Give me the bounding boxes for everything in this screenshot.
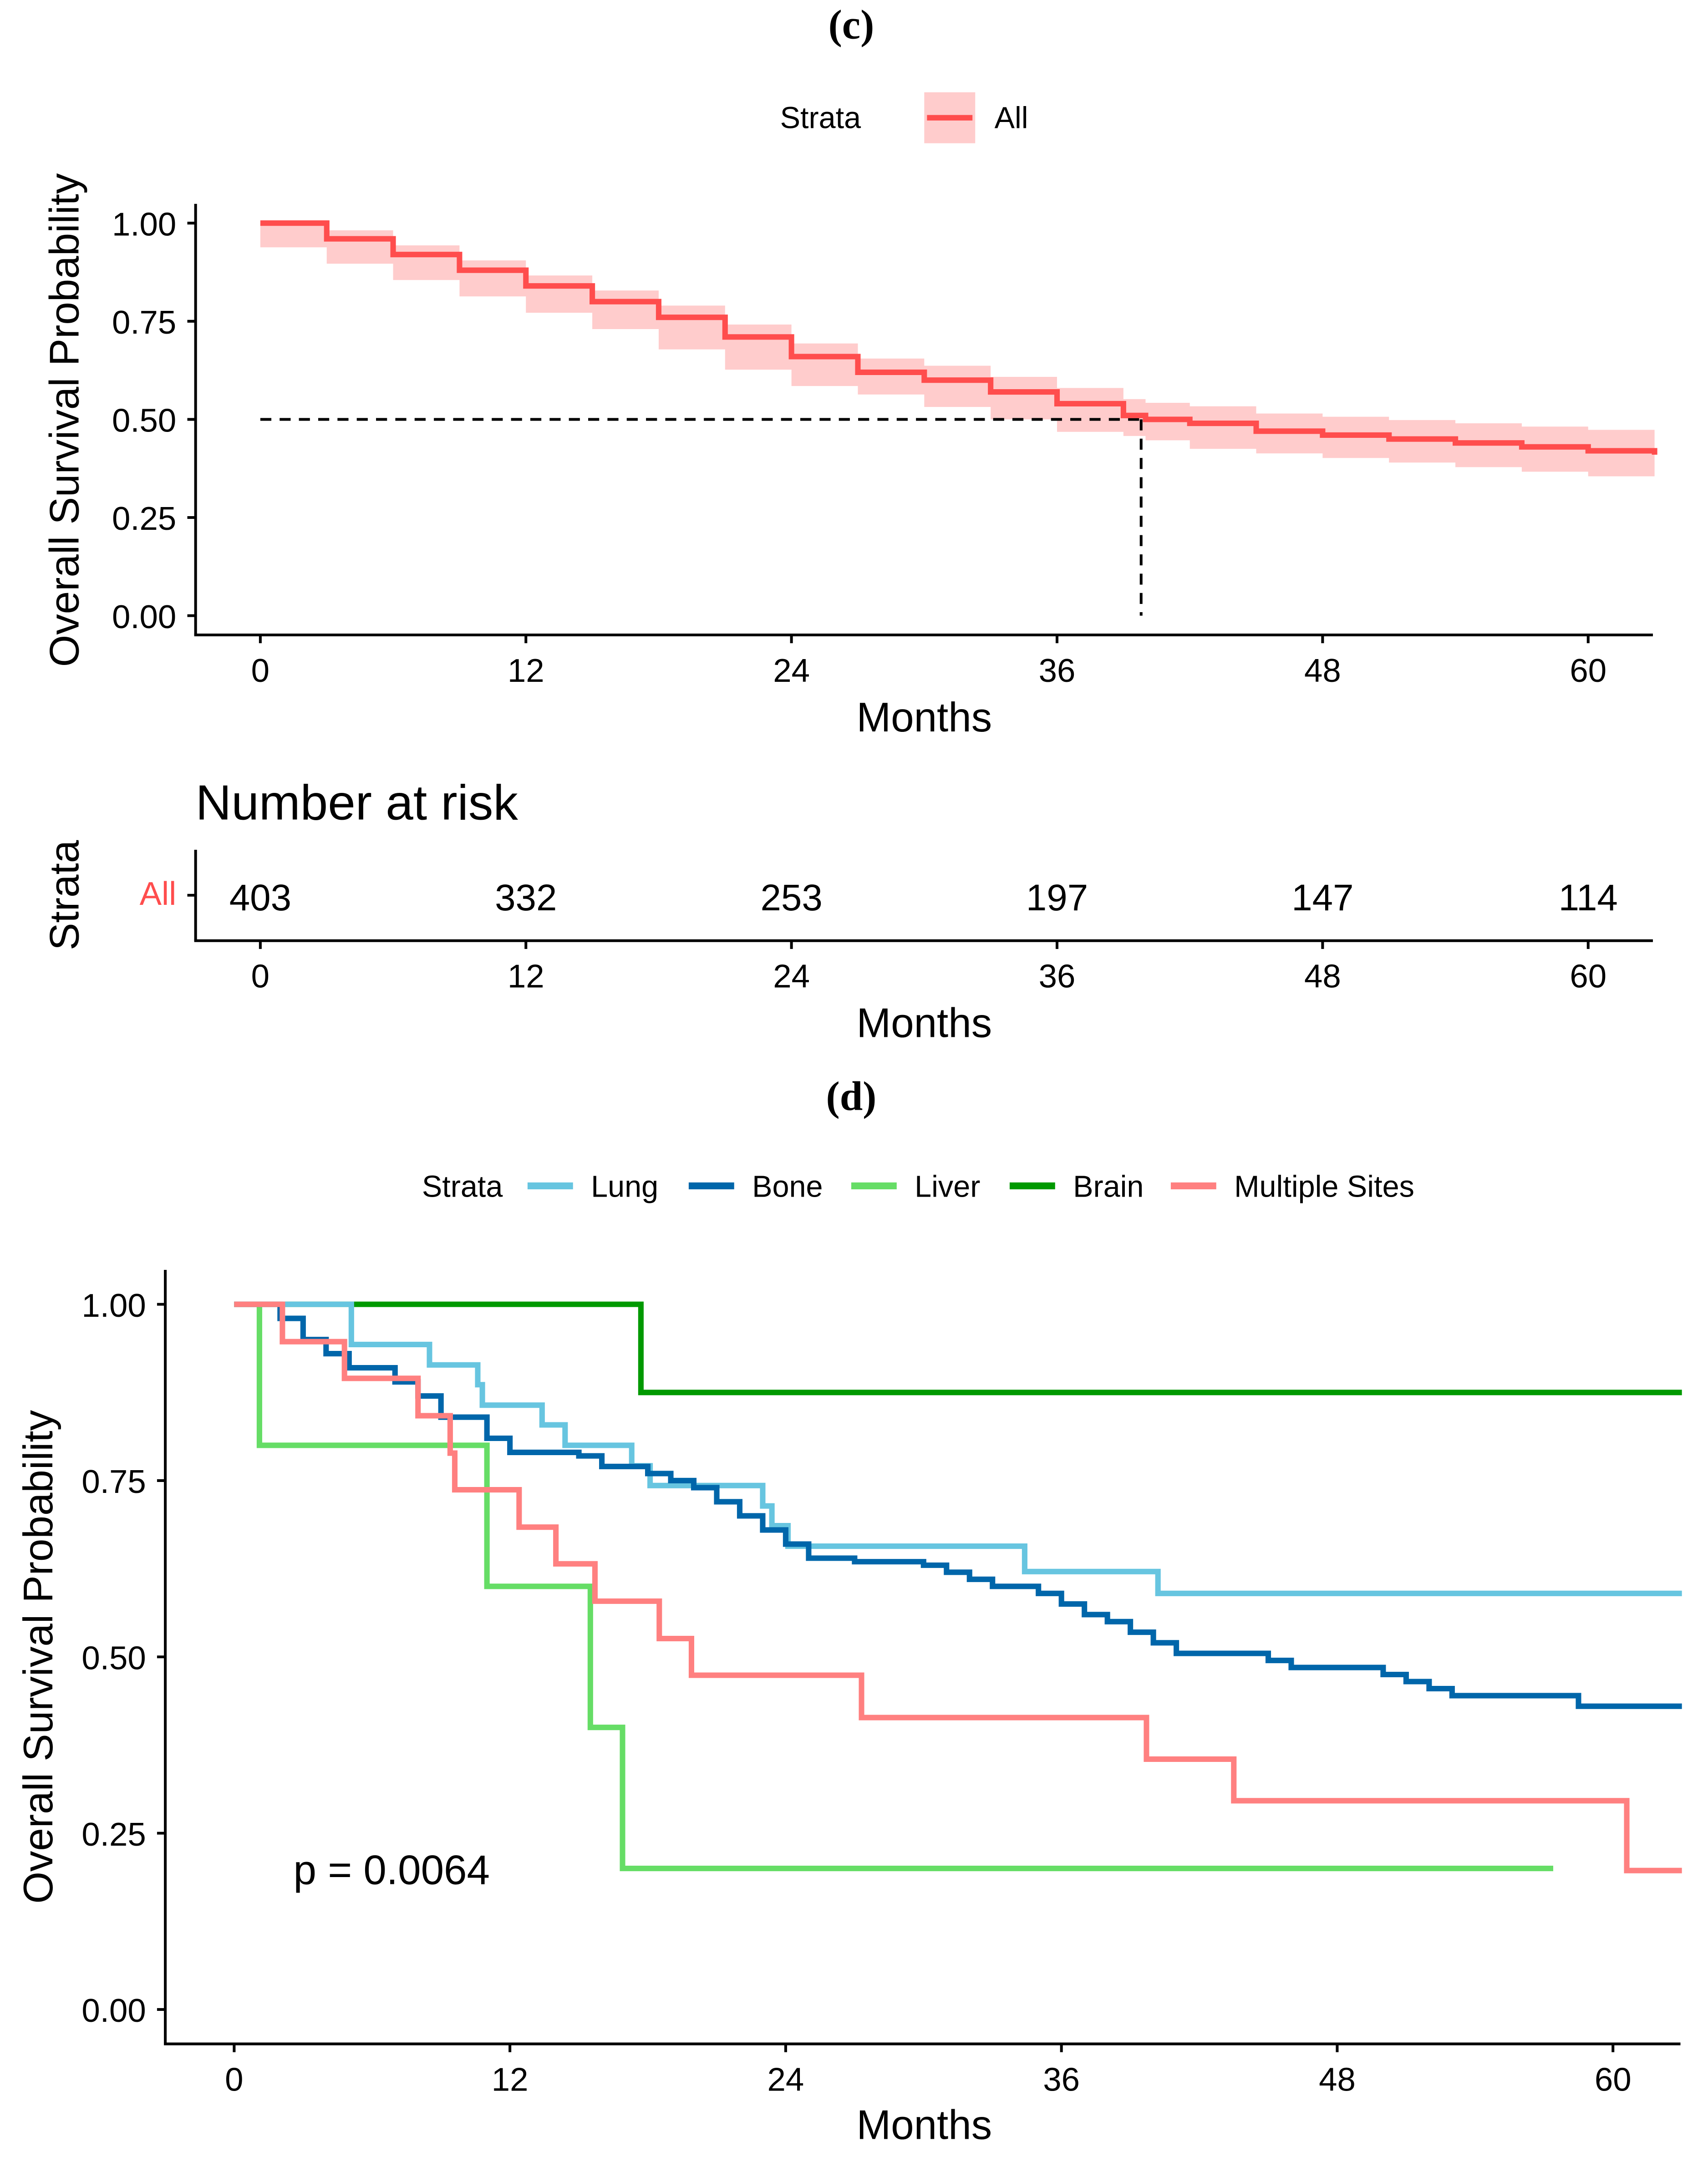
legend-c-title: Strata [780,101,862,135]
survival-curve-brain [234,1301,1682,1396]
survival-curve-liver [234,1301,1553,1872]
d-x-title: Months [856,2102,992,2148]
legend-c-entry-all: All [995,101,1028,135]
survival-curve-multiple-sites [234,1301,1682,1873]
risk-table-title: Number at risk [196,775,518,830]
y-tick-label: 0.25 [112,500,176,537]
c-y-title: Overall Survival Probability [41,173,87,667]
risk-x-tick-label: 48 [1304,958,1341,995]
legend-d-title: Strata [422,1170,503,1204]
x-tick-label: 36 [1039,652,1076,689]
x-tick-label: 60 [1595,2061,1632,2098]
risk-x-tick-label: 24 [773,958,810,995]
x-tick-label: 48 [1304,652,1341,689]
risk-count: 147 [1291,877,1353,919]
survival-curve-lung [234,1301,1682,1596]
risk-count: 114 [1559,877,1618,919]
x-tick-label: 60 [1570,652,1606,689]
legend-entry-lung: Lung [591,1170,658,1204]
risk-count: 253 [760,877,822,919]
risk-table: 403 0 332 12 253 24 197 36 147 48 114 60 [187,877,1618,995]
x-tick-label: 0 [225,2061,243,2098]
c-x-title: Months [856,695,992,741]
x-tick-label: 48 [1319,2061,1356,2098]
x-tick-label: 12 [508,652,544,689]
x-tick-label: 36 [1043,2061,1080,2098]
legend-entry-brain: Brain [1073,1170,1144,1204]
legend-entry-liver: Liver [915,1170,980,1204]
risk-count: 403 [229,877,291,919]
risk-table-y-title: Strata [41,840,87,950]
legend-entry-bone: Bone [752,1170,823,1204]
y-tick-label: 0.25 [81,1816,146,1853]
plot-d: 0.00 0.25 0.50 0.75 1.00 0 12 24 36 48 60 [81,1287,1682,2098]
risk-x-title: Months [856,1000,992,1046]
y-tick-label: 0.50 [81,1640,146,1677]
y-tick-label: 0.75 [81,1463,146,1500]
legend-d: Lung Bone Liver Brain Multiple Sites [527,1170,1414,1204]
risk-table-row-label: All [140,875,177,912]
risk-count: 197 [1026,877,1088,919]
x-tick-label: 12 [492,2061,529,2098]
panel-d-label: (d) [826,1073,876,1119]
d-y-title: Overall Survival Probability [15,1410,61,1903]
confidence-band [260,223,1655,477]
y-tick-label: 0.50 [112,402,176,439]
survival-curve-all [260,220,1657,455]
legend-entry-multiple-sites: Multiple Sites [1234,1170,1414,1204]
y-tick-label: 0.75 [112,304,176,341]
y-tick-label: 0.00 [112,599,176,635]
panel-c-label: (c) [829,2,874,48]
risk-x-tick-label: 36 [1039,958,1076,995]
x-tick-label: 0 [251,652,269,689]
risk-x-tick-label: 12 [508,958,544,995]
x-tick-label: 24 [773,652,810,689]
risk-x-tick-label: 60 [1570,958,1606,995]
survival-curve-bone [234,1301,1682,1709]
p-value-annotation: p = 0.0064 [293,1847,490,1893]
x-tick-label: 24 [768,2061,804,2098]
y-tick-label: 0.00 [81,1992,146,2029]
risk-x-tick-label: 0 [251,958,269,995]
y-tick-label: 1.00 [112,206,176,243]
plot-c: 0.00 0.25 0.50 0.75 1.00 0 12 24 36 48 60 [112,206,1657,689]
y-tick-label: 1.00 [81,1287,146,1324]
risk-count: 332 [495,877,557,919]
